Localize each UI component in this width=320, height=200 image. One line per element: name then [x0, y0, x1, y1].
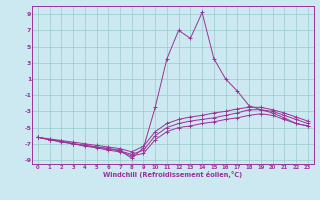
X-axis label: Windchill (Refroidissement éolien,°C): Windchill (Refroidissement éolien,°C) — [103, 171, 243, 178]
